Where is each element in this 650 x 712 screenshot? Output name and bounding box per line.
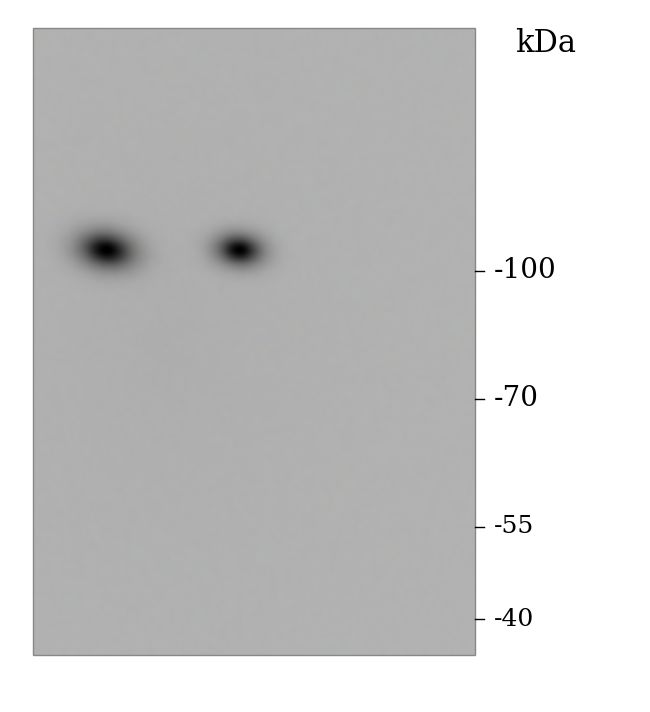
- Text: -55: -55: [494, 515, 534, 538]
- Text: -100: -100: [494, 257, 557, 284]
- Text: -70: -70: [494, 385, 539, 412]
- Text: kDa: kDa: [515, 28, 577, 60]
- Text: -40: -40: [494, 608, 534, 631]
- Bar: [32, 28, 474, 655]
